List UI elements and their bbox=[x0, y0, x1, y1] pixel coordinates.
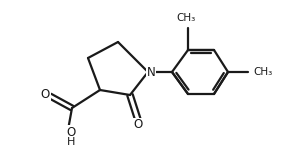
Text: O: O bbox=[40, 89, 50, 102]
Text: O: O bbox=[67, 125, 76, 139]
Text: H: H bbox=[67, 137, 75, 147]
Text: N: N bbox=[147, 65, 155, 79]
Text: CH₃: CH₃ bbox=[253, 67, 272, 77]
Text: CH₃: CH₃ bbox=[176, 13, 196, 23]
Text: O: O bbox=[133, 119, 143, 132]
